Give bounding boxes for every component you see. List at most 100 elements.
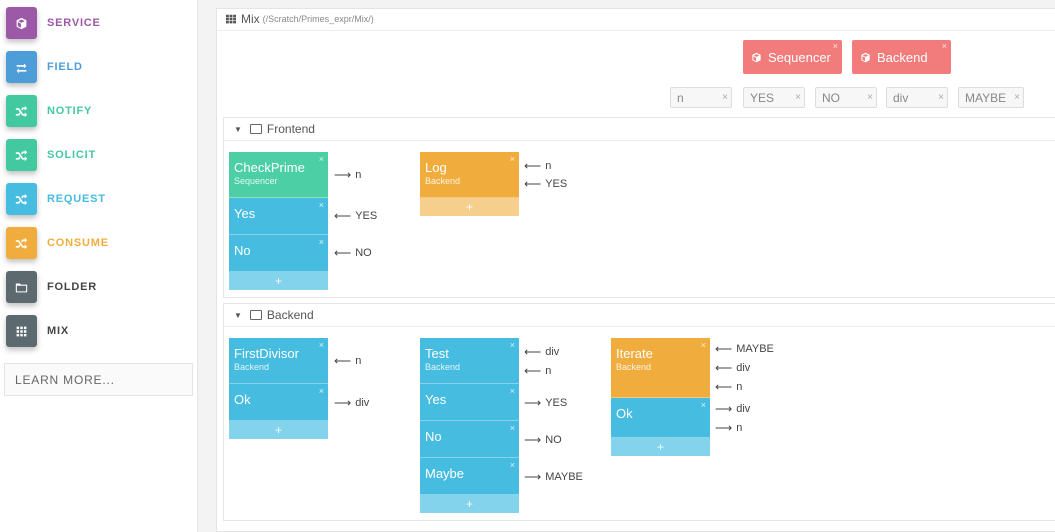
close-icon[interactable]: × — [318, 340, 324, 350]
close-icon[interactable]: × — [318, 200, 324, 210]
shuffle-icon — [6, 227, 37, 259]
service-backend[interactable]: Backend × — [852, 40, 951, 74]
field-maybe[interactable]: MAYBE × — [958, 87, 1024, 108]
node-row[interactable]: Ok × — [229, 384, 328, 421]
input-connector[interactable]: ⟵ NO — [334, 246, 372, 260]
field-n[interactable]: n × — [670, 87, 732, 108]
sidebar-item-service[interactable]: SERVICE — [6, 6, 101, 40]
sidebar-item-label: SERVICE — [47, 17, 101, 29]
close-icon[interactable]: × — [700, 400, 706, 410]
close-icon[interactable]: × — [509, 423, 515, 433]
input-connector[interactable]: ⟵ n — [524, 159, 552, 173]
node-row[interactable]: Maybe × — [420, 458, 519, 495]
close-icon[interactable]: × — [700, 340, 706, 350]
folder-header[interactable]: ▼ Frontend — [234, 122, 315, 136]
caret-down-icon[interactable]: ▼ — [234, 310, 242, 320]
close-icon[interactable]: × — [1014, 92, 1020, 103]
close-icon[interactable]: × — [318, 154, 324, 164]
node-header[interactable]: Iterate Backend × — [611, 338, 710, 398]
add-row-button[interactable]: + — [229, 272, 328, 290]
field-yes[interactable]: YES × — [743, 87, 805, 108]
input-connector[interactable]: ⟵ MAYBE — [715, 342, 774, 356]
row-label: Yes — [234, 206, 256, 221]
field-label: div — [893, 90, 909, 105]
shuffle-icon — [6, 183, 37, 215]
node-row[interactable]: Yes × — [420, 384, 519, 421]
close-icon[interactable]: × — [509, 154, 515, 164]
learn-more-button[interactable]: LEARN MORE... — [4, 363, 193, 396]
row-label: No — [234, 243, 251, 258]
close-icon[interactable]: × — [509, 340, 515, 350]
node-title: Test — [425, 346, 449, 361]
node-row[interactable]: Yes × — [229, 198, 328, 235]
close-icon[interactable]: × — [722, 92, 728, 103]
close-icon[interactable]: × — [938, 92, 944, 103]
output-connector[interactable]: ⟶ div — [334, 396, 370, 410]
add-row-button[interactable]: + — [229, 421, 328, 439]
sidebar-item-consume[interactable]: CONSUME — [6, 226, 109, 260]
close-icon[interactable]: × — [867, 92, 873, 103]
sidebar-item-folder[interactable]: FOLDER — [6, 270, 97, 304]
input-connector[interactable]: ⟵ div — [524, 345, 560, 359]
service-sequencer[interactable]: Sequencer × — [743, 40, 842, 74]
output-connector[interactable]: ⟶ MAYBE — [524, 470, 583, 484]
sidebar-item-mix[interactable]: MIX — [6, 314, 69, 348]
input-connector[interactable]: ⟵ YES — [334, 209, 378, 223]
output-connector[interactable]: ⟶ n — [334, 168, 362, 182]
node-header[interactable]: Test Backend × — [420, 338, 519, 384]
field-label: MAYBE — [965, 90, 1007, 105]
caret-down-icon[interactable]: ▼ — [234, 124, 242, 134]
output-connector[interactable]: ⟶ NO — [524, 433, 562, 447]
input-connector[interactable]: ⟵ n — [524, 364, 552, 378]
node-row[interactable]: Ok × — [611, 398, 710, 438]
input-connector[interactable]: ⟵ n — [334, 354, 362, 368]
close-icon[interactable]: × — [832, 41, 838, 51]
node-header[interactable]: Log Backend × — [420, 152, 519, 198]
close-icon[interactable]: × — [318, 386, 324, 396]
close-icon[interactable]: × — [509, 386, 515, 396]
row-label: Ok — [234, 392, 251, 407]
sidebar-item-request[interactable]: REQUEST — [6, 182, 106, 216]
folder-header[interactable]: ▼ Backend — [234, 308, 314, 322]
node-row[interactable]: No × — [229, 235, 328, 272]
folder-divider — [224, 326, 1055, 327]
folder-title: Backend — [266, 308, 314, 322]
node-test[interactable]: Test Backend × Yes × No × Maybe × + — [420, 338, 519, 513]
sidebar-item-label: CONSUME — [47, 237, 109, 249]
sidebar-item-label: FIELD — [47, 61, 83, 73]
node-log[interactable]: Log Backend × + — [420, 152, 519, 216]
input-connector[interactable]: ⟵ div — [715, 361, 751, 375]
sidebar-item-notify[interactable]: NOTIFY — [6, 94, 92, 128]
add-row-button[interactable]: + — [611, 438, 710, 456]
node-firstdivisor[interactable]: FirstDivisor Backend × Ok × + — [229, 338, 328, 439]
shuffle-icon — [6, 95, 37, 127]
input-connector[interactable]: ⟵ n — [715, 380, 743, 394]
close-icon[interactable]: × — [795, 92, 801, 103]
output-connector[interactable]: ⟶ div — [715, 402, 751, 416]
close-icon[interactable]: × — [941, 41, 947, 51]
sidebar-item-label: REQUEST — [47, 193, 106, 205]
node-row[interactable]: No × — [420, 421, 519, 458]
folder-icon — [249, 124, 262, 134]
node-header[interactable]: FirstDivisor Backend × — [229, 338, 328, 384]
cube-icon — [861, 52, 870, 62]
service-label: Backend — [877, 49, 928, 65]
close-icon[interactable]: × — [318, 237, 324, 247]
node-header[interactable]: CheckPrime Sequencer × — [229, 152, 328, 198]
output-connector[interactable]: ⟶ YES — [524, 396, 568, 410]
output-connector[interactable]: ⟶ n — [715, 421, 743, 435]
node-checkprime[interactable]: CheckPrime Sequencer × Yes × No × + — [229, 152, 328, 290]
field-div[interactable]: div × — [886, 87, 948, 108]
close-icon[interactable]: × — [509, 460, 515, 470]
header-divider — [217, 30, 1055, 31]
field-no[interactable]: NO × — [815, 87, 877, 108]
folder-icon — [6, 271, 37, 303]
input-connector[interactable]: ⟵ YES — [524, 177, 568, 191]
add-row-button[interactable]: + — [420, 198, 519, 216]
node-iterate[interactable]: Iterate Backend × Ok × + — [611, 338, 710, 456]
node-title: Iterate — [616, 346, 653, 361]
sidebar-item-field[interactable]: FIELD — [6, 50, 83, 84]
sidebar-item-solicit[interactable]: SOLICIT — [6, 138, 96, 172]
add-row-button[interactable]: + — [420, 495, 519, 513]
node-title: Log — [425, 160, 447, 175]
